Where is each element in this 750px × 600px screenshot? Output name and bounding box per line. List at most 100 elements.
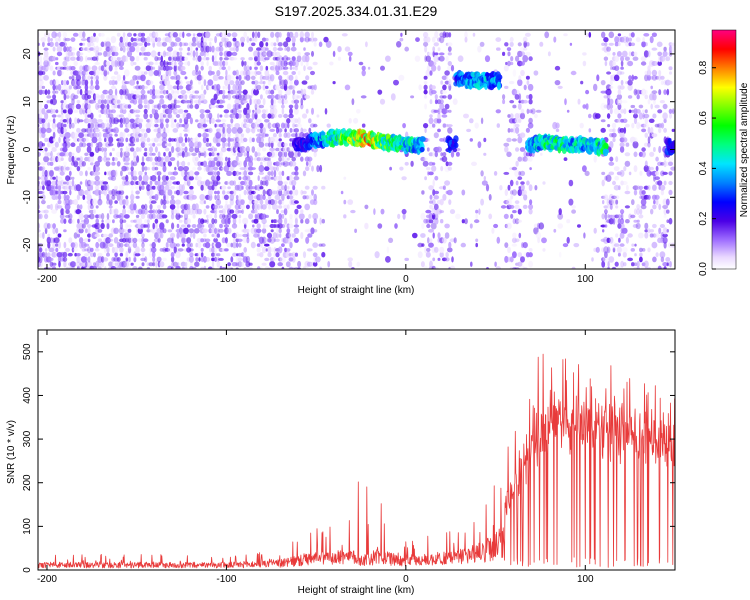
spectrogram-cell bbox=[229, 75, 235, 81]
spectrogram-cell bbox=[620, 209, 625, 215]
spectrogram-cell bbox=[159, 160, 165, 167]
spectrogram-cell bbox=[520, 184, 525, 192]
spectrogram-cell bbox=[385, 55, 391, 62]
spectrogram-cell bbox=[649, 76, 654, 80]
spectrogram-cell bbox=[122, 131, 126, 139]
spectrogram-cell bbox=[124, 198, 129, 206]
spectrogram-cell bbox=[604, 42, 608, 47]
spectrogram-cell bbox=[518, 100, 522, 104]
spectrogram-cell bbox=[221, 208, 226, 215]
spectrogram-cell bbox=[97, 255, 103, 263]
spectrogram-cell bbox=[582, 60, 587, 67]
spectrogram-cell bbox=[423, 157, 428, 161]
spectrogram-cell bbox=[164, 155, 170, 163]
spectrogram-cell bbox=[253, 203, 259, 211]
spectrogram-cell bbox=[134, 65, 141, 71]
spectrogram-cell bbox=[43, 122, 49, 129]
spectrogram-cell bbox=[652, 233, 657, 238]
spectrogram-cell bbox=[291, 179, 297, 187]
spectrogram-cell bbox=[249, 66, 252, 71]
spectrogram-cell bbox=[256, 61, 261, 66]
spectrogram-cell bbox=[84, 93, 89, 101]
spectrogram-cell bbox=[198, 70, 201, 76]
spectrogram-cell bbox=[188, 141, 195, 148]
spectrogram-cell bbox=[227, 93, 232, 101]
spectrogram-cell bbox=[630, 51, 635, 57]
spectrogram-cell bbox=[56, 46, 63, 53]
spectrogram-cell bbox=[108, 198, 113, 206]
spectrogram-cell bbox=[38, 260, 43, 268]
spectrogram-cell bbox=[259, 186, 264, 190]
spectrogram-cell bbox=[398, 74, 405, 81]
spectrogram-cell bbox=[588, 31, 592, 38]
spectrogram-cell bbox=[264, 243, 270, 247]
spectrogram-cell bbox=[167, 113, 173, 119]
spectrogram-cell bbox=[428, 117, 434, 125]
spectrogram-cell bbox=[544, 31, 550, 39]
spectrogram-cell bbox=[62, 32, 68, 38]
spectrogram-cell bbox=[288, 74, 294, 81]
spectrogram-cell bbox=[256, 108, 262, 114]
spectrogram-cell bbox=[603, 95, 609, 99]
spectrogram-cell bbox=[170, 138, 176, 142]
spectrogram-cell bbox=[278, 228, 282, 234]
spectrogram-cell bbox=[241, 133, 245, 137]
spectrogram-cell bbox=[275, 122, 280, 129]
spectrogram-cell bbox=[280, 151, 286, 158]
spectrogram-cell bbox=[420, 261, 425, 268]
spectrogram-cell bbox=[644, 117, 648, 125]
spectrogram-cell bbox=[55, 227, 59, 234]
spectrogram-cell bbox=[97, 52, 103, 56]
spectrogram-cell bbox=[211, 218, 215, 225]
spectrogram-cell bbox=[246, 231, 250, 240]
spectrogram-cell bbox=[141, 165, 145, 173]
spectrogram-cell bbox=[65, 209, 70, 215]
spectrogram-cell bbox=[270, 98, 274, 106]
spectrogram-cell bbox=[537, 237, 540, 244]
spectrogram-cell bbox=[672, 108, 675, 115]
spectrogram-cell bbox=[265, 65, 269, 71]
spectrogram-cell bbox=[143, 224, 149, 228]
spectrogram-cell bbox=[593, 227, 597, 234]
spectrogram-cell bbox=[283, 93, 288, 100]
spectrogram-cell bbox=[662, 50, 668, 57]
spectrogram-cell bbox=[281, 199, 285, 206]
spectrogram-cell bbox=[437, 37, 441, 42]
spectrogram-cell bbox=[507, 60, 511, 67]
spectrogram-cell bbox=[304, 203, 311, 211]
spectrogram-cell bbox=[332, 50, 336, 58]
spectrogram-cell bbox=[268, 89, 271, 95]
spectrogram-cell bbox=[639, 247, 643, 253]
spectrogram-cell bbox=[49, 161, 54, 166]
spectrogram-cell bbox=[187, 47, 191, 52]
spectrogram-cell bbox=[234, 141, 240, 148]
spectrogram-cell bbox=[603, 37, 609, 43]
spectrogram-cell bbox=[178, 85, 184, 90]
spectrogram-cell bbox=[63, 152, 67, 157]
spectrogram-cell bbox=[154, 89, 159, 96]
spectrogram-cell bbox=[445, 75, 449, 81]
spectrogram-cell bbox=[291, 36, 296, 44]
spectrogram-cell bbox=[89, 151, 95, 157]
spectrogram-cell bbox=[215, 119, 222, 123]
spectrogram-cell bbox=[97, 119, 103, 123]
spectrogram-cell bbox=[165, 242, 169, 249]
spectrogram-cell bbox=[52, 109, 56, 114]
spectrogram-cell bbox=[243, 253, 247, 257]
spectrogram-cell bbox=[58, 37, 61, 42]
spectrogram-cell bbox=[192, 56, 196, 61]
spectrogram-cell bbox=[43, 155, 50, 163]
spectrogram-cell bbox=[84, 70, 88, 76]
spectrogram-cell bbox=[272, 46, 277, 52]
spectrogram-cell bbox=[642, 112, 645, 120]
spectrogram-cell bbox=[175, 74, 181, 82]
spectrogram-cell bbox=[78, 132, 84, 139]
spectrogram-cell bbox=[461, 189, 466, 196]
spectrogram-cell bbox=[619, 169, 625, 177]
spectrogram-cell bbox=[200, 247, 204, 252]
spectrogram-cell bbox=[98, 180, 102, 186]
spectrogram-cell bbox=[647, 228, 651, 234]
spectrogram-cell bbox=[86, 142, 92, 147]
spectrogram-cell bbox=[250, 186, 256, 190]
spectrogram-cell bbox=[510, 213, 514, 219]
